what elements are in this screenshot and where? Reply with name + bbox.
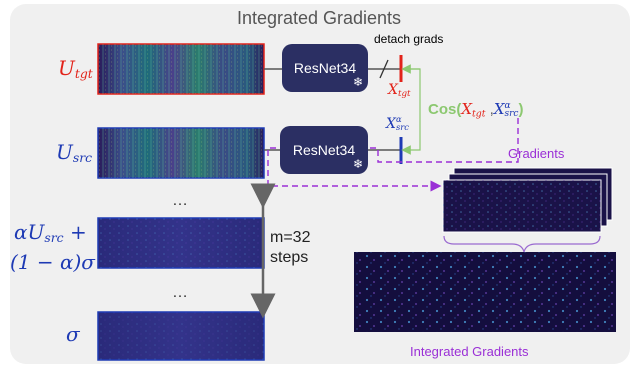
label-x-tgt: Xtgt [388,82,411,100]
ellipsis-bottom: … [172,284,189,301]
frozen-snowflake-icon: ❄ [352,157,363,171]
gradients-label: Gradients [508,146,565,161]
spectrogram-sigma [97,311,265,361]
diagram-title: Integrated Gradients [236,8,402,28]
resnet34-mid-block: ResNet34 ❄ [280,126,368,174]
spectrogram-interpolated [97,217,265,269]
gradients-stack [442,167,613,233]
detach-grads-label: detach grads [374,32,444,46]
steps-label: m=32 steps [270,229,311,266]
resnet34-mid-label: ResNet34 [292,142,356,158]
label-u-tgt: Utgt [58,56,93,82]
integrated-gradients-map [354,252,616,332]
resnet34-top-label: ResNet34 [293,60,357,76]
frozen-snowflake-icon: ❄ [352,75,363,89]
cosine-similarity-label: Cos(Xtgt ,X α src) [428,100,524,120]
spectrogram-u-tgt [97,43,265,95]
label-interpolation: αUsrc + (1 − α)σ [10,220,95,275]
resnet34-top-block: ResNet34 ❄ [282,44,368,92]
gradients-brace [443,235,601,253]
label-sigma: σ [66,322,80,346]
ellipsis-top: … [172,192,189,209]
integrated-gradients-label: Integrated Gradients [410,344,529,359]
spectrogram-u-src [97,127,265,179]
label-u-src: Usrc [56,140,93,166]
